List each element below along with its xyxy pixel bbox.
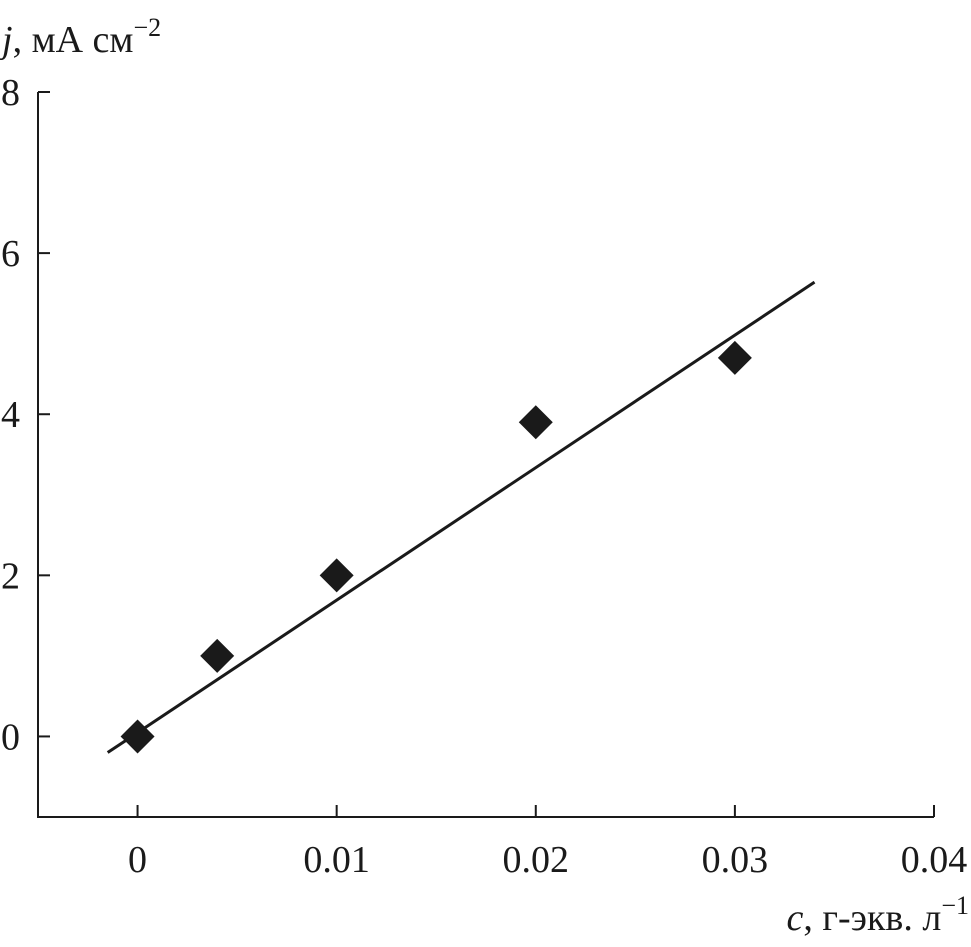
y-tick-label: 4 [1, 394, 20, 436]
x-tick-label: 0.04 [901, 839, 968, 881]
axes [37, 92, 934, 818]
x-tick-label: 0.03 [702, 839, 769, 881]
y-axis-label: j, мА см−2 [0, 13, 161, 61]
y-tick-label: 2 [1, 555, 20, 597]
point [717, 340, 752, 375]
y-tick-label: 6 [1, 233, 20, 275]
y-tick-label: 0 [1, 716, 20, 758]
point [200, 638, 235, 673]
fit-line [106, 280, 816, 754]
x-tick-label: 0 [128, 839, 147, 881]
x-tick-label: 0.01 [303, 839, 370, 881]
x-tick-label: 0.02 [503, 839, 570, 881]
y-tick-label: 8 [1, 72, 20, 114]
point [319, 558, 354, 593]
point [518, 405, 553, 440]
x-axis-label: c, г-экв. л−1 [787, 891, 969, 939]
point [120, 719, 155, 754]
